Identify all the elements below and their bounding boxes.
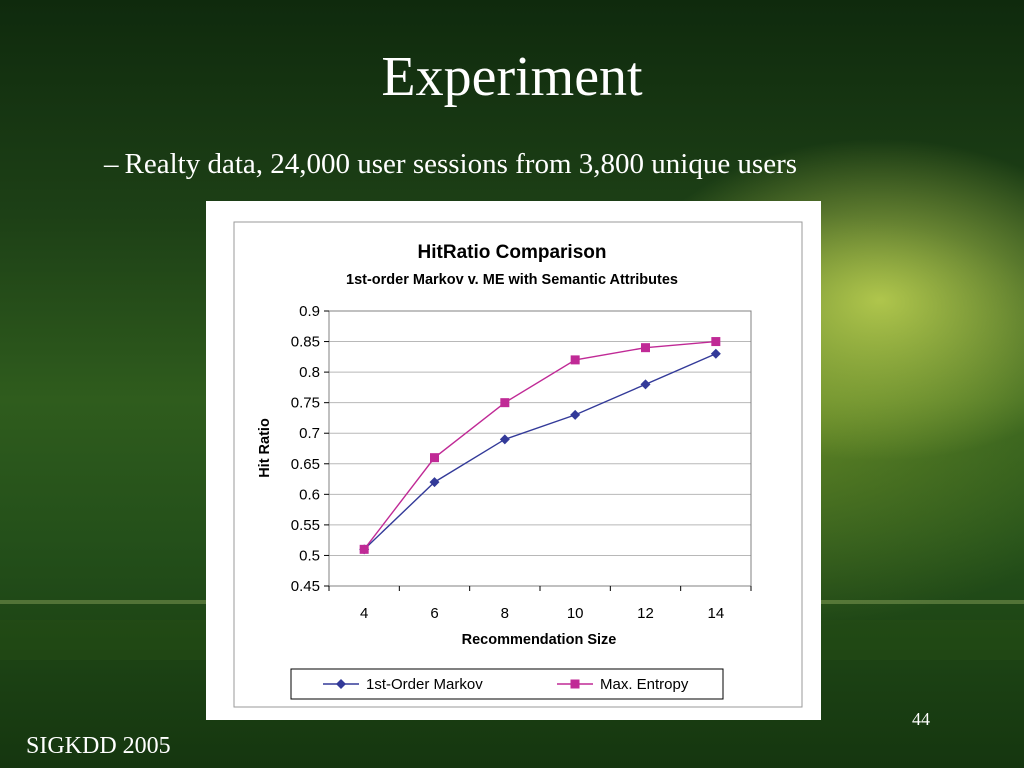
x-axis-ticks: 4 6 8 10 12 14 xyxy=(328,586,752,622)
bullet-dash: – xyxy=(104,148,119,180)
hit-ratio-chart: HitRatio Comparison 1st-order Markov v. … xyxy=(233,221,803,708)
markov-data-point xyxy=(640,379,651,390)
y-tick-label: 0.65 xyxy=(291,456,320,473)
page-number: 44 xyxy=(912,709,930,729)
x-axis-label: Recommendation Size xyxy=(462,632,617,648)
chart-title: HitRatio Comparison xyxy=(418,242,607,263)
series-layer xyxy=(359,337,721,555)
legend-label: 1st-Order Markov xyxy=(366,676,483,693)
bullet-text: Realty data, 24,000 user sessions from 3… xyxy=(124,148,798,180)
y-tick-label: 0.9 xyxy=(299,303,320,320)
max-entropy-data-point xyxy=(570,355,580,365)
y-axis-label: Hit Ratio xyxy=(257,418,273,478)
markov-data-point xyxy=(710,348,721,359)
x-tick-label: 10 xyxy=(567,605,584,622)
y-tick-label: 0.6 xyxy=(299,486,320,503)
legend-label: Max. Entropy xyxy=(600,676,689,693)
y-tick-label: 0.5 xyxy=(299,547,320,564)
x-tick-label: 4 xyxy=(360,605,368,622)
max-entropy-series-line xyxy=(363,340,716,550)
y-tick-label: 0.75 xyxy=(291,395,320,412)
markov-series-line xyxy=(363,353,717,550)
markov-data-point xyxy=(570,409,581,420)
chart-image: HitRatio Comparison 1st-order Markov v. … xyxy=(206,201,821,720)
y-tick-label: 0.8 xyxy=(299,364,320,381)
max-entropy-data-point xyxy=(711,337,721,347)
legend-marker xyxy=(336,679,346,689)
max-entropy-data-point xyxy=(500,398,510,408)
slide-title: Experiment xyxy=(381,46,643,108)
y-tick-label: 0.7 xyxy=(299,425,320,442)
markov-data-point xyxy=(429,477,440,488)
chart-subtitle: 1st-order Markov v. ME with Semantic Att… xyxy=(346,272,678,288)
x-tick-label: 12 xyxy=(637,605,654,622)
max-entropy-data-point xyxy=(641,343,650,353)
y-tick-label: 0.45 xyxy=(291,578,320,595)
max-entropy-data-point xyxy=(359,544,369,554)
footer-text: SIGKDD 2005 xyxy=(26,733,171,759)
legend: 1st-Order Markov Max. Entropy xyxy=(323,676,689,693)
legend-marker xyxy=(570,679,580,689)
bullet-item: – Realty data, 24,000 user sessions from … xyxy=(104,144,797,184)
x-tick-label: 6 xyxy=(430,605,438,622)
max-entropy-data-point xyxy=(430,453,439,463)
markov-data-point xyxy=(499,434,510,445)
y-axis-ticks: 0.45 0.5 0.55 0.6 0.65 0.7 0.75 0.8 0.85 0.9 xyxy=(291,303,329,595)
x-tick-label: 14 xyxy=(707,605,724,622)
y-tick-label: 0.85 xyxy=(291,334,320,351)
y-tick-label: 0.55 xyxy=(291,517,320,534)
legend-box xyxy=(290,668,724,700)
x-tick-label: 8 xyxy=(501,605,509,622)
gridlines xyxy=(329,341,751,556)
